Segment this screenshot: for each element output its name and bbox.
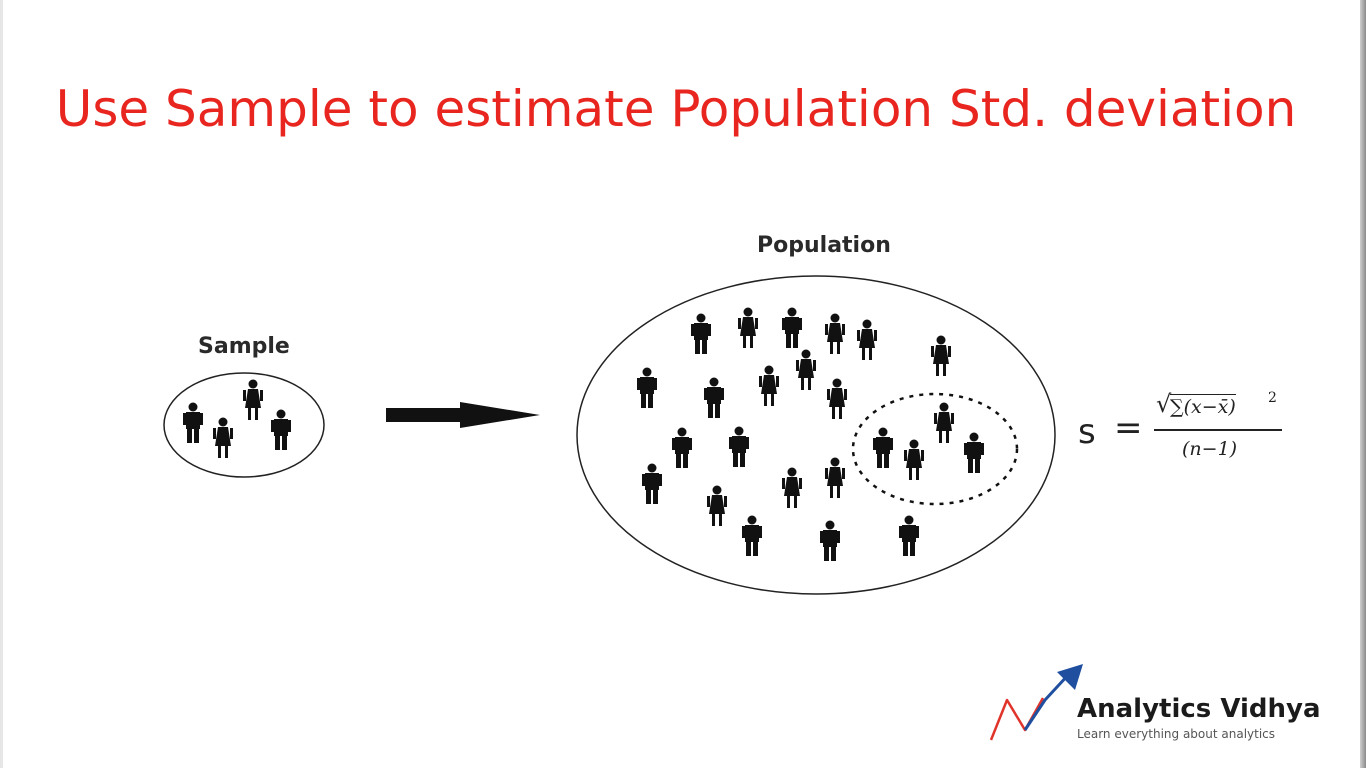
person-icon (738, 307, 758, 348)
person-icon (642, 463, 662, 504)
person-icon (707, 485, 727, 526)
formula-exponent: 2 (1268, 390, 1277, 406)
person-icon (637, 367, 657, 408)
person-icon (820, 520, 840, 561)
person-icon (964, 432, 984, 473)
person-icon (672, 427, 692, 468)
analytics-vidhya-logo: Analytics Vidhya Learn everything about … (985, 660, 1345, 750)
sample-ellipse (163, 372, 325, 478)
formula-radicand: ∑(x−x̄) (1170, 394, 1236, 418)
population-people (637, 307, 984, 561)
sample-label: Sample (198, 334, 290, 359)
person-icon (704, 377, 724, 418)
person-icon (271, 409, 291, 450)
std-deviation-formula: s = √ ∑(x−x̄) 2 (n−1) (1078, 390, 1298, 470)
person-icon (904, 439, 924, 480)
right-arrow-icon (386, 402, 540, 428)
sample-subset-ellipse (851, 392, 1019, 506)
person-icon (759, 365, 779, 406)
person-icon (782, 467, 802, 508)
person-icon (825, 313, 845, 354)
person-icon (691, 313, 711, 354)
person-icon (782, 307, 802, 348)
person-icon (873, 427, 893, 468)
person-icon (827, 378, 847, 419)
formula-denominator: (n−1) (1182, 438, 1238, 460)
person-icon (742, 515, 762, 556)
person-icon (243, 379, 263, 420)
population-label: Population (757, 233, 891, 258)
person-icon (934, 402, 954, 443)
population-ellipse (576, 275, 1056, 595)
logo-brand-name: Analytics Vidhya (1077, 694, 1321, 724)
left-edge (0, 0, 3, 768)
person-icon (857, 319, 877, 360)
sqrt-symbol: √ (1156, 390, 1172, 418)
formula-equals: = (1114, 408, 1143, 448)
person-icon (825, 457, 845, 498)
logo-tagline: Learn everything about analytics (1077, 727, 1276, 741)
person-icon (796, 349, 816, 390)
logo-mark-icon (989, 664, 1083, 741)
person-icon (213, 417, 233, 458)
right-scroll-edge (1360, 0, 1366, 768)
person-icon (183, 402, 203, 443)
person-icon (729, 426, 749, 467)
person-icon (931, 335, 951, 376)
slide-title: Use Sample to estimate Population Std. d… (55, 80, 1297, 138)
fraction-bar (1154, 429, 1282, 431)
formula-lhs: s (1078, 412, 1096, 452)
person-icon (899, 515, 919, 556)
